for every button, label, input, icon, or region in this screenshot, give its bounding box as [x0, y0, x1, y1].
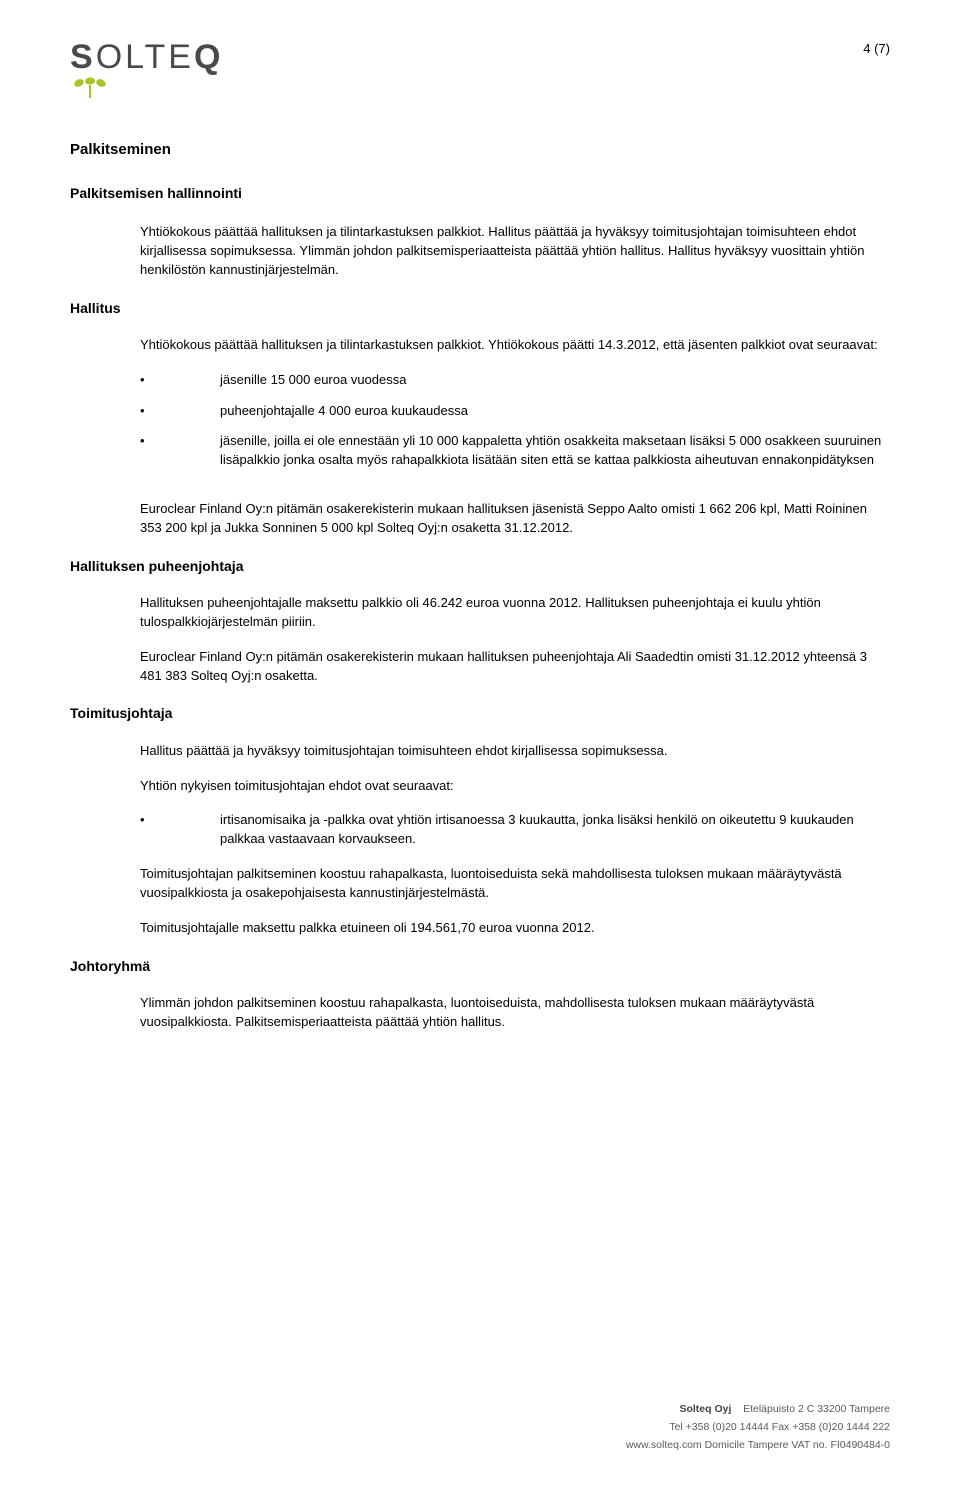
- document-page: SOLTEQ 4 (7) Palkitseminen Palkitsemisen…: [0, 0, 960, 1485]
- list-item-text: jäsenille, joilla ei ole ennestään yli 1…: [220, 432, 890, 470]
- logo-text: SOLTEQ: [70, 40, 223, 74]
- paragraph: Toimitusjohtajalle maksettu palkka etuin…: [140, 919, 890, 938]
- bullet-dot: •: [140, 811, 220, 849]
- intro-block: Yhtiökokous päättää hallituksen ja tilin…: [140, 223, 890, 280]
- paragraph: Euroclear Finland Oy:n pitämän osakereki…: [140, 500, 890, 538]
- list-item-text: puheenjohtajalle 4 000 euroa kuukaudessa: [220, 402, 890, 421]
- paragraph: Euroclear Finland Oy:n pitämän osakereki…: [140, 648, 890, 686]
- heading-johtoryhma: Johtoryhmä: [70, 956, 890, 976]
- list-item: • jäsenille, joilla ei ole ennestään yli…: [140, 432, 890, 470]
- footer-line: Tel +358 (0)20 14444 Fax +358 (0)20 1444…: [626, 1419, 890, 1437]
- company-logo: SOLTEQ: [70, 40, 223, 99]
- page-header: SOLTEQ 4 (7): [70, 40, 890, 99]
- logo-flower-icon: [70, 77, 120, 99]
- bullet-dot: •: [140, 432, 220, 470]
- footer-company: Solteq Oyj: [679, 1403, 731, 1415]
- puheenjohtaja-block: Hallituksen puheenjohtajalle maksettu pa…: [140, 594, 890, 685]
- footer-address-text: Eteläpuisto 2 C 33200 Tampere: [743, 1403, 890, 1415]
- footer-line: Solteq Oyj Eteläpuisto 2 C 33200 Tampere: [626, 1401, 890, 1419]
- paragraph: Yhtiön nykyisen toimitusjohtajan ehdot o…: [140, 777, 890, 796]
- list-item-text: irtisanomisaika ja -palkka ovat yhtiön i…: [220, 811, 890, 849]
- list-item: • irtisanomisaika ja -palkka ovat yhtiön…: [140, 811, 890, 849]
- footer-line: www.solteq.com Domicile Tampere VAT no. …: [626, 1437, 890, 1455]
- paragraph: Hallituksen puheenjohtajalle maksettu pa…: [140, 594, 890, 632]
- list-item-text: jäsenille 15 000 euroa vuodessa: [220, 371, 890, 390]
- footer-address: [734, 1403, 743, 1415]
- page-footer: Solteq Oyj Eteläpuisto 2 C 33200 Tampere…: [626, 1401, 890, 1455]
- hallitus-bullet-list: • jäsenille 15 000 euroa vuodessa • puhe…: [140, 371, 890, 470]
- bullet-dot: •: [140, 402, 220, 421]
- heading-hallitus: Hallitus: [70, 298, 890, 318]
- heading-toimitusjohtaja: Toimitusjohtaja: [70, 703, 890, 723]
- toimitusjohtaja-bullet-list: • irtisanomisaika ja -palkka ovat yhtiön…: [140, 811, 890, 849]
- heading-palkitseminen: Palkitseminen: [70, 139, 890, 161]
- heading-puheenjohtaja: Hallituksen puheenjohtaja: [70, 556, 890, 576]
- page-number: 4 (7): [863, 40, 890, 59]
- paragraph: Yhtiökokous päättää hallituksen ja tilin…: [140, 336, 890, 355]
- list-item: • jäsenille 15 000 euroa vuodessa: [140, 371, 890, 390]
- paragraph: Ylimmän johdon palkitseminen koostuu rah…: [140, 994, 890, 1032]
- hallitus-block: Yhtiökokous päättää hallituksen ja tilin…: [140, 336, 890, 538]
- paragraph: Yhtiökokous päättää hallituksen ja tilin…: [140, 223, 890, 280]
- johtoryhma-block: Ylimmän johdon palkitseminen koostuu rah…: [140, 994, 890, 1032]
- list-item: • puheenjohtajalle 4 000 euroa kuukaudes…: [140, 402, 890, 421]
- paragraph: Toimitusjohtajan palkitseminen koostuu r…: [140, 865, 890, 903]
- bullet-dot: •: [140, 371, 220, 390]
- paragraph: Hallitus päättää ja hyväksyy toimitusjoh…: [140, 742, 890, 761]
- heading-hallinnointi: Palkitsemisen hallinnointi: [70, 183, 890, 203]
- toimitusjohtaja-block: Hallitus päättää ja hyväksyy toimitusjoh…: [140, 742, 890, 938]
